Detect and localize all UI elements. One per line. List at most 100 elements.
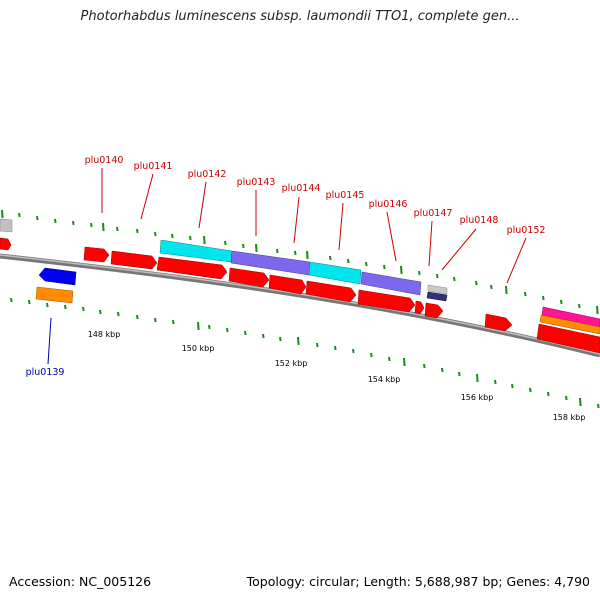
scale-tick: [436, 273, 439, 279]
gene-label-plu0139[interactable]: plu0139: [26, 367, 65, 378]
gene-label-leader: [140, 173, 154, 220]
scale-tick: [453, 276, 456, 282]
scale-tick: [64, 304, 67, 310]
reverse-strand-features: [35, 267, 77, 304]
gene-arrow-red[interactable]: [0, 237, 12, 251]
accession-text: Accession: NC_005126: [9, 574, 152, 589]
gene-box-purple[interactable]: [360, 271, 422, 296]
gene-label-plu0148[interactable]: plu0148: [460, 215, 499, 226]
gene-box-cyan[interactable]: [308, 261, 362, 285]
scale-tick: [476, 373, 479, 383]
scale-tick: [276, 248, 279, 254]
gene-arrow-red[interactable]: [357, 289, 416, 313]
gene-box-orange[interactable]: [35, 286, 74, 304]
scale-tick: [347, 258, 350, 264]
scale-tick: [72, 220, 75, 226]
gene-box-navy[interactable]: [426, 291, 448, 302]
scale-tick: [370, 352, 373, 358]
gene-arrow-red[interactable]: [414, 300, 425, 315]
scale-tick: [82, 306, 85, 312]
scale-tick: [189, 235, 192, 241]
scale-tick: [28, 299, 31, 305]
scale-tick: [458, 371, 461, 377]
scale-tick: [102, 222, 105, 232]
gene-label-plu0142[interactable]: plu0142: [188, 169, 227, 180]
gene-box-gray[interactable]: [427, 284, 448, 295]
gene-label-leader: [386, 211, 397, 262]
genome-backbone: [0, 253, 600, 358]
scale-tick: [1, 209, 4, 219]
scale-tick: [505, 285, 508, 295]
gene-arrow-red[interactable]: [228, 267, 270, 288]
scale-tick: [596, 305, 599, 315]
gene-label-plu0143[interactable]: plu0143: [237, 177, 276, 188]
gene-arrow-red[interactable]: [484, 313, 513, 332]
gene-label-plu0141[interactable]: plu0141: [134, 161, 173, 172]
scale-tick: [36, 215, 39, 221]
gene-label-plu0140[interactable]: plu0140: [85, 155, 124, 166]
scale-tick: [365, 261, 368, 267]
scale-tick: [423, 363, 426, 369]
scale-tick: [203, 235, 206, 245]
scale-tick: [316, 342, 319, 348]
scale-tick: [244, 330, 247, 336]
scale-label: 148 kbp: [88, 330, 121, 339]
scale-tick: [279, 336, 282, 342]
scale-tick: [400, 265, 403, 275]
gene-label-leader: [428, 220, 433, 267]
gene-label-leader: [198, 181, 207, 229]
gene-arrow-blue[interactable]: [38, 267, 77, 286]
forward-strand-features: [0, 218, 600, 354]
genome-summary-text: Topology: circular; Length: 5,688,987 bp…: [246, 574, 590, 589]
scale-tick: [560, 299, 563, 305]
gene-arrow-red[interactable]: [83, 246, 110, 263]
gene-label-leader: [293, 196, 300, 244]
gene-arrow-red[interactable]: [536, 323, 600, 354]
scale-label: 152 kbp: [275, 359, 308, 368]
gene-label-plu0152[interactable]: plu0152: [507, 225, 546, 236]
scale-label: 156 kbp: [461, 393, 494, 402]
scale-tick: [547, 391, 550, 397]
gene-arrow-red[interactable]: [305, 280, 357, 303]
gene-arrow-red[interactable]: [110, 250, 158, 270]
scale-tick: [208, 324, 211, 330]
scale-tick: [524, 291, 527, 297]
gene-label-plu0147[interactable]: plu0147: [414, 208, 453, 219]
gene-box-orange[interactable]: [539, 314, 600, 335]
scale-tick: [529, 387, 532, 393]
gene-label-plu0146[interactable]: plu0146: [369, 199, 408, 210]
scale-tick: [334, 345, 337, 351]
gene-box-magenta[interactable]: [541, 306, 600, 328]
gene-label-plu0144[interactable]: plu0144: [282, 183, 321, 194]
scale-tick: [197, 321, 200, 331]
scale-tick: [475, 280, 478, 286]
scale-tick: [172, 319, 175, 325]
scale-tick: [383, 264, 386, 270]
scale-tick: [117, 311, 120, 317]
scale-label: 154 kbp: [368, 375, 401, 384]
scale-tick: [542, 295, 545, 301]
gene-label-leader: [338, 202, 344, 251]
scale-tick: [565, 395, 568, 401]
gene-arrow-red[interactable]: [424, 302, 444, 319]
gene-arrow-gray[interactable]: [0, 218, 13, 233]
scale-tick: [10, 297, 13, 303]
scale-tick: [171, 233, 174, 239]
scale-tick: [242, 243, 245, 249]
scale-tick: [511, 383, 514, 389]
gene-arrow-red[interactable]: [156, 256, 228, 280]
lower-tick-track: [10, 297, 600, 409]
scale-tick: [306, 250, 309, 260]
gene-arrow-red[interactable]: [268, 274, 307, 295]
scale-tick: [226, 327, 229, 333]
scale-tick: [597, 403, 600, 409]
scale-tick: [54, 218, 57, 224]
scale-tick: [579, 397, 582, 407]
gene-label-leader: [47, 317, 52, 365]
gene-label-plu0145[interactable]: plu0145: [326, 190, 365, 201]
scale-tick: [294, 250, 297, 256]
scale-tick: [136, 228, 139, 234]
scale-tick: [418, 270, 421, 276]
scale-tick: [224, 240, 227, 246]
